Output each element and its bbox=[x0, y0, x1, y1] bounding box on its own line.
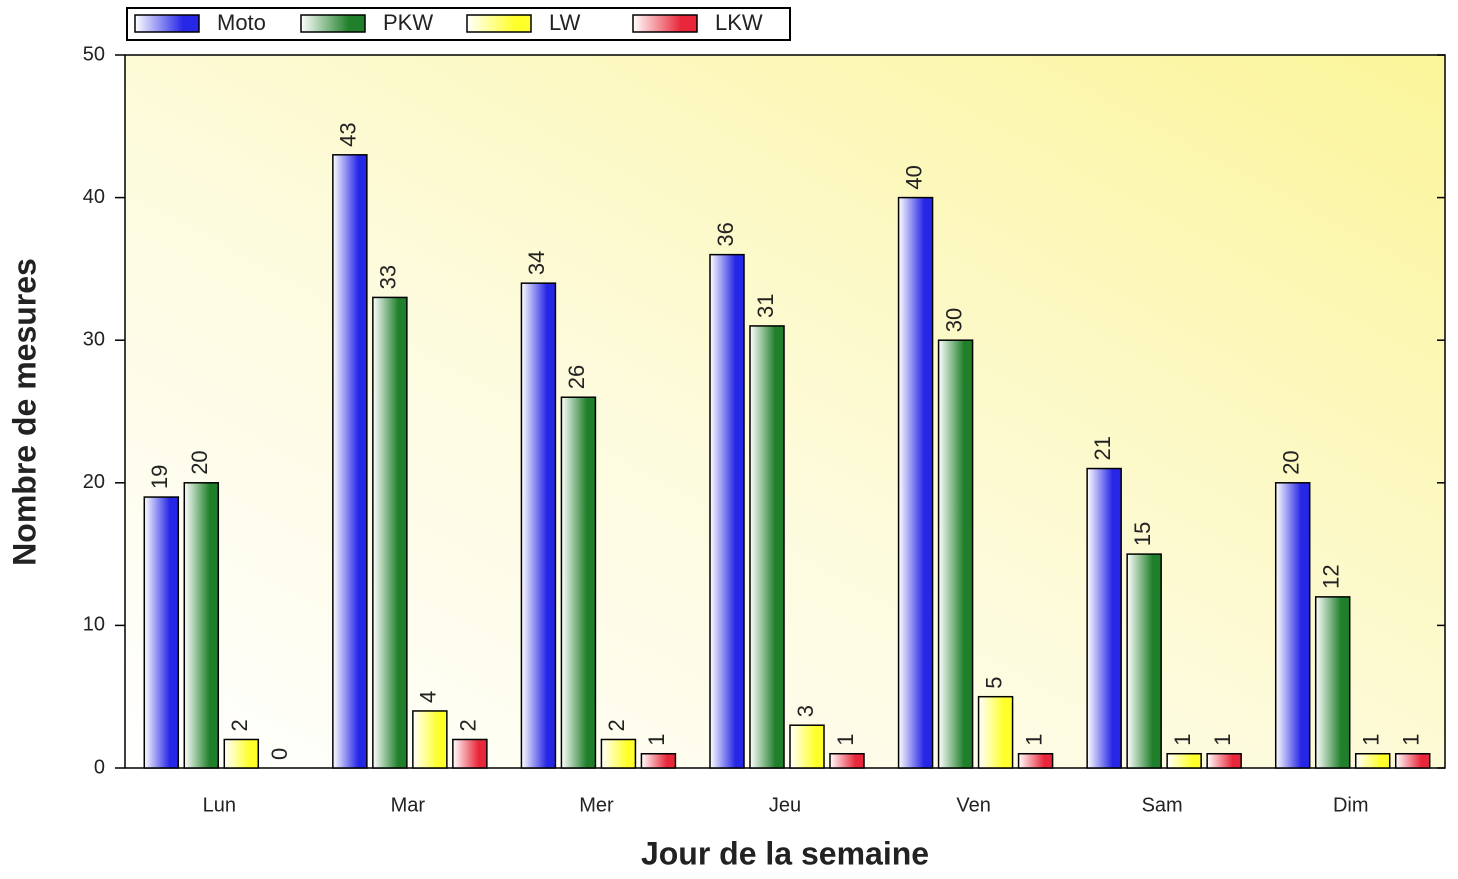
bar bbox=[789, 724, 825, 769]
legend-label: LW bbox=[549, 10, 581, 35]
x-tick-label: Ven bbox=[956, 794, 990, 816]
plot-area bbox=[124, 54, 1446, 769]
bar bbox=[600, 738, 637, 769]
y-tick-label: 20 bbox=[83, 471, 105, 493]
y-axis-title: Nombre de mesures bbox=[6, 258, 42, 566]
value-label: 1 bbox=[833, 733, 858, 745]
bar bbox=[143, 496, 180, 769]
value-label: 43 bbox=[336, 122, 361, 146]
x-tick-label: Sam bbox=[1142, 794, 1183, 816]
bar bbox=[1394, 752, 1431, 769]
value-label: 0 bbox=[267, 748, 292, 760]
value-label: 1 bbox=[1170, 733, 1195, 745]
bar bbox=[1314, 596, 1351, 769]
bar bbox=[183, 482, 220, 769]
value-label: 2 bbox=[227, 719, 252, 731]
x-tick-label: Lun bbox=[203, 794, 236, 816]
value-label: 12 bbox=[1319, 564, 1344, 588]
value-label: 19 bbox=[147, 465, 172, 489]
bar bbox=[640, 752, 677, 769]
x-tick-label: Mar bbox=[391, 794, 426, 816]
bar bbox=[1017, 752, 1054, 769]
legend-label: LKW bbox=[715, 10, 763, 35]
bar bbox=[372, 296, 408, 769]
value-label: 1 bbox=[644, 733, 669, 745]
bar bbox=[1206, 752, 1242, 769]
value-label: 1 bbox=[1359, 733, 1384, 745]
value-label: 21 bbox=[1090, 436, 1115, 460]
bar bbox=[520, 282, 557, 769]
value-label: 26 bbox=[564, 365, 589, 389]
bar bbox=[452, 738, 488, 769]
x-tick-label: Mer bbox=[579, 794, 614, 816]
value-label: 36 bbox=[713, 222, 738, 246]
bar bbox=[560, 396, 597, 769]
bar bbox=[1274, 482, 1311, 769]
value-label: 1 bbox=[1399, 733, 1424, 745]
x-axis-title: Jour de la semaine bbox=[641, 835, 929, 871]
value-label: 20 bbox=[1279, 450, 1304, 474]
value-label: 30 bbox=[941, 308, 966, 332]
bar bbox=[332, 154, 368, 769]
bar bbox=[1086, 467, 1122, 769]
value-label: 4 bbox=[416, 691, 441, 703]
legend-swatch bbox=[632, 14, 698, 33]
bar bbox=[897, 196, 934, 769]
y-tick-label: 0 bbox=[94, 756, 105, 778]
x-tick-label: Dim bbox=[1333, 794, 1369, 816]
bar bbox=[829, 752, 865, 769]
bar bbox=[749, 325, 785, 769]
legend-swatch bbox=[300, 14, 366, 33]
bar bbox=[223, 738, 260, 769]
bar bbox=[937, 339, 974, 769]
value-label: 34 bbox=[524, 251, 549, 275]
value-label: 2 bbox=[456, 719, 481, 731]
bar bbox=[1166, 752, 1202, 769]
bar bbox=[1126, 553, 1162, 769]
x-tick-label: Jeu bbox=[769, 794, 801, 816]
value-label: 33 bbox=[376, 265, 401, 289]
legend-label: PKW bbox=[383, 10, 433, 35]
value-label: 20 bbox=[187, 450, 212, 474]
legend-label: Moto bbox=[217, 10, 266, 35]
y-tick-label: 30 bbox=[83, 328, 105, 350]
bar bbox=[709, 253, 745, 769]
value-label: 1 bbox=[1210, 733, 1235, 745]
legend-swatch bbox=[134, 14, 200, 33]
bar bbox=[977, 695, 1014, 769]
value-label: 3 bbox=[793, 705, 818, 717]
bar bbox=[1354, 752, 1391, 769]
legend-swatch bbox=[466, 14, 532, 33]
bar bbox=[412, 710, 448, 769]
value-label: 2 bbox=[604, 719, 629, 731]
value-label: 1 bbox=[1021, 733, 1046, 745]
value-label: 31 bbox=[753, 293, 778, 317]
y-tick-label: 50 bbox=[83, 43, 105, 65]
value-label: 40 bbox=[901, 165, 926, 189]
value-label: 15 bbox=[1130, 522, 1155, 546]
y-tick-label: 10 bbox=[83, 614, 105, 636]
y-tick-label: 40 bbox=[83, 186, 105, 208]
value-label: 5 bbox=[981, 676, 1006, 688]
